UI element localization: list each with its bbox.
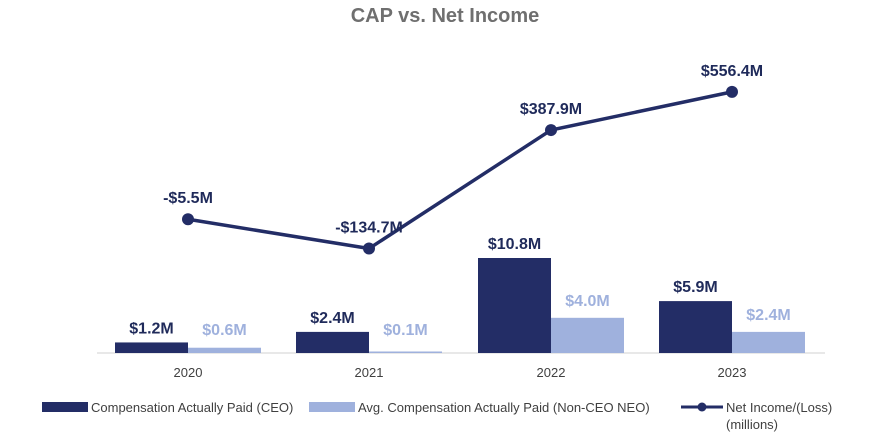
bar-neo-2023	[732, 331, 805, 353]
legend-swatch-ceo	[42, 402, 88, 412]
net-income-point-2023	[726, 85, 738, 98]
legend-label-ceo: Compensation Actually Paid (CEO)	[91, 400, 293, 415]
net-income-point-2020	[182, 213, 194, 226]
legend-label-neo: Avg. Compensation Actually Paid (Non-CEO…	[358, 400, 650, 415]
x-tick-2023: 2023	[718, 365, 747, 380]
bar-ceo-2020	[115, 342, 188, 353]
net-income-label-2022: $387.9M	[520, 101, 582, 118]
net-income-point-2022	[545, 124, 557, 137]
label-ceo-2022: $10.8M	[488, 236, 541, 253]
neo-bars: $0.6M $0.1M $4.0M $2.4M	[188, 293, 805, 353]
net-income-line	[187, 90, 733, 251]
legend-swatch-marker	[697, 402, 707, 412]
label-ceo-2021: $2.4M	[310, 310, 354, 327]
bar-neo-2022	[551, 317, 624, 353]
bar-ceo-2023	[659, 301, 732, 353]
bar-ceo-2021	[296, 331, 369, 353]
net-income-label-2021: -$134.7M	[335, 220, 403, 237]
bar-neo-2021	[369, 351, 442, 353]
legend-label-net-income-units: (millions)	[726, 417, 778, 432]
legend-label-net-income: Net Income/(Loss)	[726, 400, 832, 415]
bar-ceo-2022	[478, 258, 551, 353]
net-income-point-2021	[363, 242, 375, 255]
net-income-label-2020: -$5.5M	[163, 190, 213, 207]
net-income-label-2023: $556.4M	[701, 63, 763, 80]
label-ceo-2023: $5.9M	[673, 279, 717, 296]
x-tick-2020: 2020	[174, 365, 203, 380]
label-neo-2020: $0.6M	[202, 322, 246, 339]
ceo-bars: $1.2M $2.4M $10.8M $5.9M	[115, 236, 732, 353]
x-tick-2022: 2022	[537, 365, 566, 380]
label-ceo-2020: $1.2M	[129, 320, 173, 337]
legend: Compensation Actually Paid (CEO) Avg. Co…	[42, 400, 832, 432]
x-tick-2021: 2021	[355, 365, 384, 380]
label-neo-2023: $2.4M	[746, 307, 790, 324]
net-income-line-layer: -$5.5M -$134.7M $387.9M $556.4M	[163, 63, 763, 255]
bar-neo-2020	[188, 347, 261, 353]
label-neo-2021: $0.1M	[383, 322, 427, 339]
legend-swatch-neo	[309, 402, 355, 412]
label-neo-2022: $4.0M	[565, 293, 609, 310]
chart-title: CAP vs. Net Income	[351, 5, 540, 27]
x-tick-labels: 2020 2021 2022 2023	[174, 365, 747, 380]
